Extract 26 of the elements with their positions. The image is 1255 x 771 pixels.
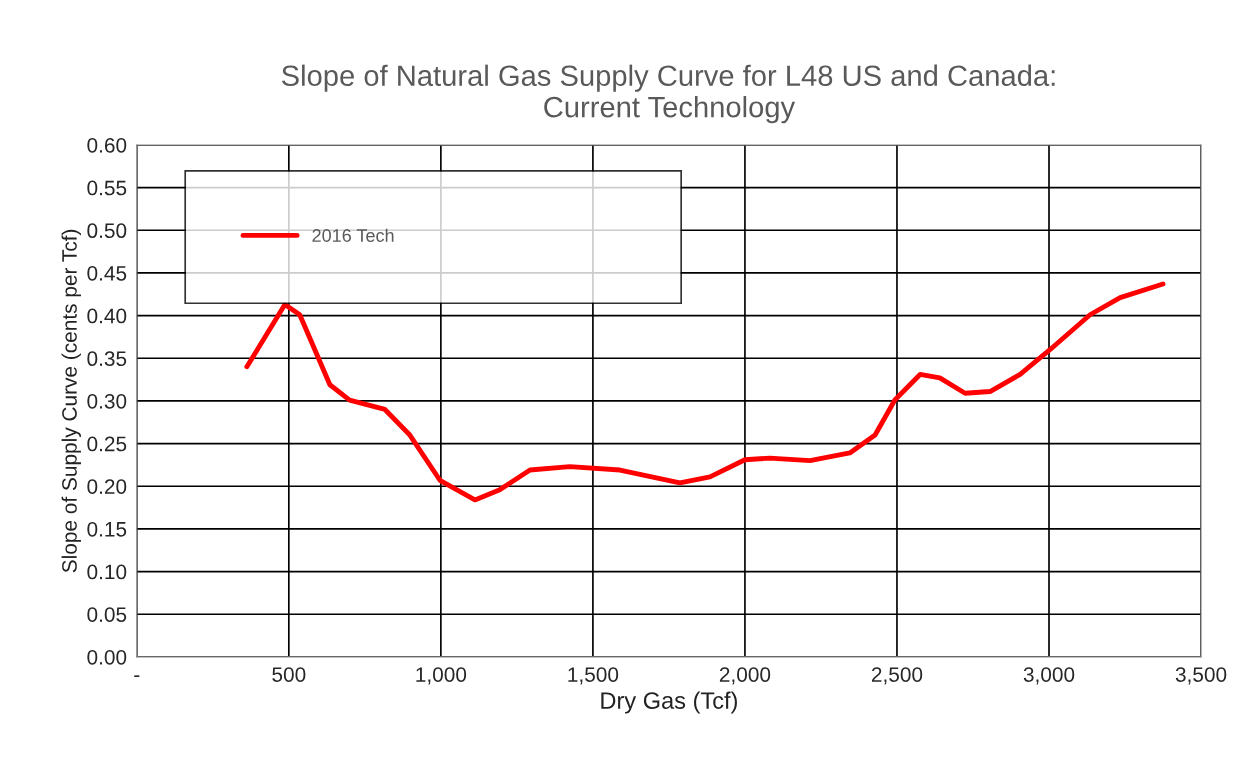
y-tick-label: 0.15 bbox=[87, 521, 127, 537]
x-axis-title: Dry Gas (Tcf) bbox=[601, 691, 737, 714]
chart-title: Slope of Natural Gas Supply Curve for L48 US and Canada: Current Technology bbox=[281, 64, 1055, 124]
y-tick-label: 0.60 bbox=[87, 137, 127, 153]
y-tick-label: 0.35 bbox=[87, 351, 127, 367]
x-tick-label: 1,000 bbox=[416, 667, 467, 685]
legend-label: 2016 Tech bbox=[312, 228, 394, 242]
x-tick-label: 3,500 bbox=[1175, 667, 1227, 685]
y-tick-label: 0.20 bbox=[87, 479, 127, 494]
x-tick-label: 2,500 bbox=[871, 667, 923, 685]
y-tick-label: 0.55 bbox=[87, 180, 127, 196]
x-tick-label: 1,500 bbox=[568, 667, 619, 685]
x-tick-label: 2,000 bbox=[719, 667, 771, 685]
line-series bbox=[244, 281, 1166, 503]
y-tick-label: 0.25 bbox=[87, 436, 127, 452]
y-tick-label: 0.10 bbox=[87, 564, 127, 580]
y-tick-label: 0.30 bbox=[87, 393, 127, 409]
y-tick-label: 0.45 bbox=[87, 265, 127, 281]
x-tick-label: 3,000 bbox=[1023, 667, 1075, 685]
y-axis-title: Slope of Supply Curve (cents per Tcf) bbox=[61, 229, 81, 573]
y-tick-label: 0.40 bbox=[87, 308, 127, 324]
y-tick-label: 0.05 bbox=[87, 607, 127, 622]
y-tick-label: 0.50 bbox=[87, 223, 127, 239]
y-tick-label: 0.00 bbox=[87, 649, 127, 665]
x-tick-label: 500 bbox=[272, 667, 306, 682]
x-tick-label: - bbox=[134, 675, 140, 677]
